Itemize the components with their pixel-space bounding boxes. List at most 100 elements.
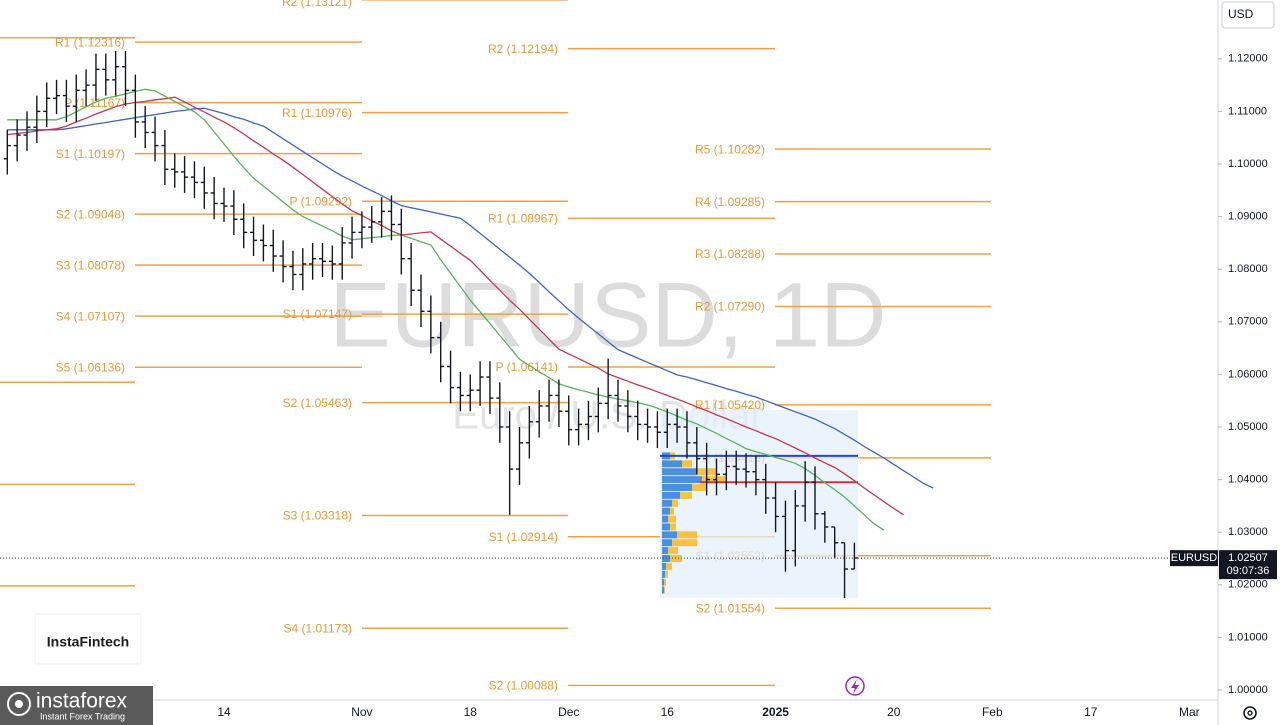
symbol-tag-label: EURUSD bbox=[1171, 552, 1218, 564]
profile-bar-down bbox=[665, 570, 668, 578]
pivot-label: R2 (1.07290) bbox=[695, 300, 765, 314]
instaforex-icon-core bbox=[15, 700, 23, 708]
pivot-label: S3 (1.08078) bbox=[56, 258, 125, 272]
profile-bar-up bbox=[662, 476, 702, 484]
profile-bar-up bbox=[662, 531, 677, 539]
profile-bar-up bbox=[662, 562, 666, 570]
back-layer: R1 (1.12316)P (1.11167)S1 (1.10197)S2 (1… bbox=[0, 0, 991, 693]
price-tag bbox=[1219, 550, 1277, 580]
profile-bar-down bbox=[692, 483, 707, 491]
pivot-label: R1 (1.10976) bbox=[282, 106, 352, 120]
y-tick-label: 1.09000 bbox=[1228, 211, 1268, 223]
profile-bar-down bbox=[672, 499, 678, 507]
profile-bar-down bbox=[668, 515, 676, 523]
y-tick-label: 1.04000 bbox=[1228, 474, 1268, 486]
pivot-label: S2 (1.01554) bbox=[696, 601, 765, 615]
y-tick-label: 1.08000 bbox=[1228, 263, 1268, 275]
y-tick-label: 1.03000 bbox=[1228, 526, 1268, 538]
pivot-label: S4 (1.07107) bbox=[56, 309, 125, 323]
y-tick-label: 1.07000 bbox=[1228, 316, 1268, 328]
y-tick-label: 1.12000 bbox=[1228, 53, 1268, 65]
x-tick-label: 18 bbox=[464, 705, 478, 719]
profile-bar-up bbox=[662, 515, 668, 523]
y-tick-label: 1.05000 bbox=[1228, 421, 1268, 433]
pivot-label: R2 (1.12194) bbox=[488, 42, 558, 56]
main-layer bbox=[0, 50, 1218, 598]
ma-line bbox=[7, 88, 885, 531]
profile-bar-down bbox=[680, 491, 692, 499]
watermark-title: EURUSD, 1D bbox=[329, 264, 886, 366]
pivot-label: R4 (1.09285) bbox=[695, 195, 765, 209]
settings-button[interactable] bbox=[1243, 706, 1257, 720]
profile-bar-up bbox=[662, 586, 664, 594]
profile-area bbox=[660, 410, 858, 598]
x-tick-label: Mar bbox=[1179, 705, 1200, 719]
pivot-label: S1 (1.10197) bbox=[56, 147, 125, 161]
x-tick-label: Dec bbox=[558, 705, 579, 719]
pivot-label: R1 (1.08967) bbox=[488, 212, 558, 226]
profile-bar-up bbox=[662, 507, 670, 515]
gear-inner bbox=[1247, 710, 1253, 716]
gear-outer bbox=[1243, 706, 1257, 720]
pivot-label: P (1.09292) bbox=[290, 194, 353, 208]
pivot-label: R2 (1.13121) bbox=[282, 0, 352, 9]
instaforex-logo: instaforex bbox=[36, 690, 128, 713]
profile-bar-up bbox=[662, 547, 668, 555]
profile-bar-down bbox=[682, 460, 692, 468]
x-tick-label: Feb bbox=[982, 705, 1003, 719]
instafintech-logo: InstaFintech bbox=[47, 634, 129, 650]
pivot-label: P (1.06141) bbox=[496, 360, 559, 374]
profile-bar-up bbox=[662, 578, 664, 586]
profile-bar-up bbox=[662, 523, 670, 531]
pivot-label: R5 (1.10282) bbox=[695, 142, 765, 156]
pivot-label: S1 (1.07147) bbox=[283, 307, 352, 321]
pivot-label: S2 (1.05463) bbox=[283, 396, 352, 410]
pivot-label: S2 (1.09048) bbox=[56, 207, 125, 221]
pivot-label: R1 (1.12316) bbox=[55, 35, 125, 49]
pivot-label: R1 (1.05420) bbox=[695, 398, 765, 412]
profile-bar-up bbox=[662, 539, 672, 547]
profile-bar-down bbox=[670, 507, 674, 515]
profile-bar-up bbox=[662, 468, 697, 476]
profile-bar-up bbox=[662, 499, 672, 507]
x-tick-label: Nov bbox=[351, 705, 372, 719]
pivot-label: S1 (1.02914) bbox=[489, 530, 558, 544]
profile-bar-down bbox=[670, 523, 676, 531]
x-tick-label: 2025 bbox=[762, 705, 789, 719]
profile-bar-down bbox=[664, 578, 666, 586]
currency-label: USD bbox=[1228, 7, 1254, 21]
profile-bar-down bbox=[664, 586, 665, 594]
profile-bar-up bbox=[662, 460, 682, 468]
events-icon[interactable] bbox=[845, 676, 865, 696]
instafintech-badge bbox=[34, 613, 142, 665]
y-tick-label: 1.11000 bbox=[1228, 105, 1267, 117]
y-tick-label: 1.01000 bbox=[1228, 631, 1268, 643]
axis-layer: 1.00000 1.01000 1.02000 1.03000 1.04000 1.050… bbox=[217, 53, 1277, 719]
pivot-label: R3 (1.08288) bbox=[695, 247, 765, 261]
ma-line bbox=[7, 107, 934, 489]
pivot-label: S5 (1.06136) bbox=[56, 360, 125, 374]
y-tick-label: 1.10000 bbox=[1228, 158, 1268, 170]
instaforex-badge bbox=[0, 686, 153, 725]
price-tag-label: 1.02507 bbox=[1228, 552, 1268, 564]
x-tick-label: 17 bbox=[1084, 705, 1098, 719]
x-tick-label: 20 bbox=[887, 705, 901, 719]
y-tick-label: 1.02000 bbox=[1228, 579, 1268, 591]
currency-button[interactable] bbox=[1221, 1, 1275, 29]
profile-bar-up bbox=[662, 491, 680, 499]
y-tick-label: 1.00000 bbox=[1228, 684, 1268, 696]
profile-bar-down bbox=[668, 547, 678, 555]
events-bolt bbox=[851, 679, 859, 694]
x-tick-label: 16 bbox=[661, 705, 675, 719]
profile-bar-down bbox=[672, 539, 697, 547]
profile-bar-down bbox=[677, 531, 697, 539]
profile-bar-up bbox=[662, 483, 692, 491]
profile-bar-down bbox=[666, 562, 672, 570]
x-tick-label: 14 bbox=[217, 705, 231, 719]
symbol-tag bbox=[1170, 550, 1218, 567]
y-tick-label: 1.06000 bbox=[1228, 368, 1268, 380]
pivot-label: S4 (1.01173) bbox=[284, 621, 353, 635]
